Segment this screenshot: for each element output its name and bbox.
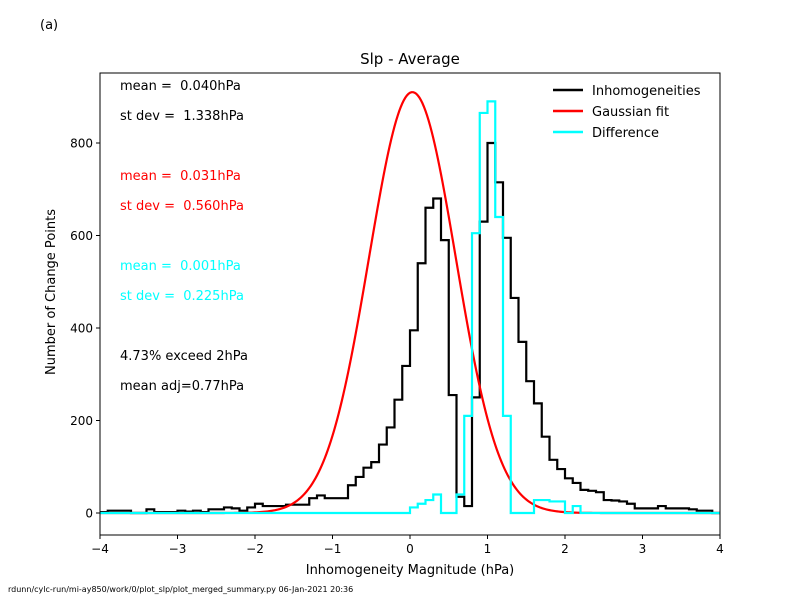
x-tick-label: 3 [639,542,647,556]
stats-annotation: mean = 0.001hPa [120,259,241,274]
x-tick-label: 0 [406,542,414,556]
y-tick-label: 600 [70,229,93,243]
y-tick-label: 0 [85,507,93,521]
y-tick-label: 400 [70,322,93,336]
y-tick-label: 800 [70,137,93,151]
legend-label: Gaussian fit [592,105,669,120]
x-tick-label: −1 [324,542,342,556]
stats-annotation: st dev = 1.338hPa [120,109,244,124]
legend: Inhomogeneities Gaussian fit Difference [553,84,701,141]
stats-annotation: mean adj=0.77hPa [120,379,244,394]
legend-label: Inhomogeneities [592,84,701,99]
y-tick-label: 200 [70,414,93,428]
series-inhomogeneities [100,141,720,515]
stats-annotation: st dev = 0.225hPa [120,289,244,304]
x-tick-label: −2 [246,542,264,556]
series-difference [100,100,720,515]
stats-annotation: 4.73% exceed 2hPa [120,349,248,364]
footer-text: rdunn/cylc-run/mi-ay850/work/0/plot_slp/… [8,585,354,594]
panel-label: (a) [40,18,59,33]
x-tick-label: 2 [561,542,569,556]
chart-title: Slp - Average [360,50,460,68]
stats-annotation: mean = 0.031hPa [120,169,241,184]
x-tick-label: 4 [716,542,724,556]
plot-frame [99,72,721,536]
x-tick-label: −3 [169,542,187,556]
stats-annotation: st dev = 0.560hPa [120,199,244,214]
y-axis-label: Number of Change Points [44,209,59,375]
legend-label: Difference [592,126,659,141]
x-tick-label: −4 [91,542,109,556]
x-axis-label: Inhomogeneity Magnitude (hPa) [306,563,515,578]
stats-annotation: mean = 0.040hPa [120,79,241,94]
x-tick-label: 1 [484,542,492,556]
